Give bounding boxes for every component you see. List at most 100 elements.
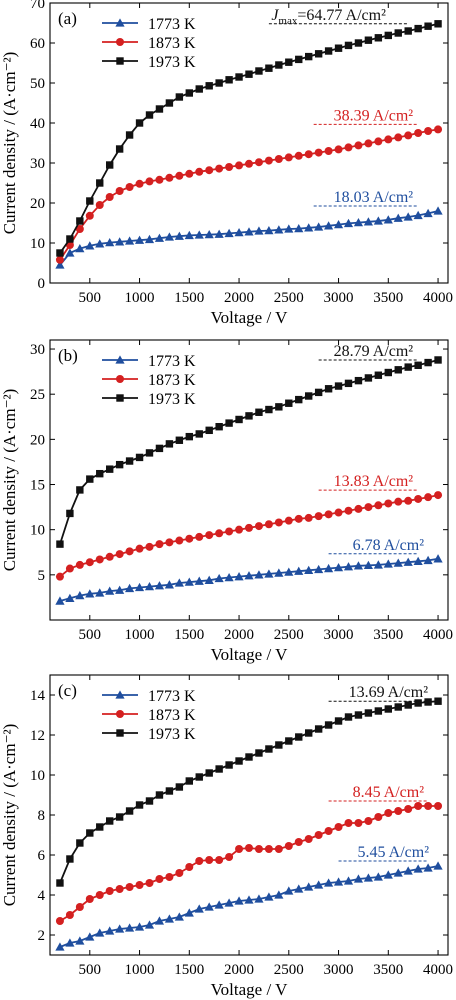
- legend: 1773 K 1873 K 1973 K: [102, 353, 196, 408]
- data-point: [264, 226, 274, 235]
- data-point: [235, 415, 243, 424]
- data-point: [225, 527, 234, 536]
- series-1773-k: [55, 861, 443, 951]
- data-point: [175, 436, 184, 444]
- data-point: [343, 562, 354, 571]
- legend-marker: [115, 355, 125, 364]
- data-point: [115, 145, 124, 153]
- y-tick-label: 20: [30, 432, 45, 448]
- data-point: [115, 813, 124, 821]
- data-point: [195, 773, 203, 781]
- data-point: [205, 82, 213, 90]
- chart-panel-b: 500 1000 1500 2000 2500 3000 3500 4000 5 10 15 20 25…: [0, 339, 453, 664]
- data-point: [165, 787, 174, 795]
- data-point: [165, 99, 174, 107]
- data-point: [284, 516, 293, 525]
- data-point: [274, 518, 283, 527]
- data-point: [214, 900, 224, 909]
- x-tick-label: 500: [79, 290, 102, 306]
- data-point: [245, 753, 253, 761]
- data-point: [225, 163, 234, 171]
- data-point: [105, 586, 115, 595]
- data-point: [85, 241, 95, 250]
- annotation-main: 18.03 A/cm²: [334, 189, 414, 206]
- y-tick-label: 25: [30, 387, 45, 403]
- data-point: [374, 371, 383, 379]
- data-point: [235, 73, 243, 81]
- y-axis-label: Current density / (A·cm⁻²): [0, 724, 19, 907]
- annotation-subscript: max: [278, 15, 297, 27]
- data-point: [374, 137, 383, 146]
- legend-marker: [116, 394, 124, 402]
- data-point: [165, 873, 174, 881]
- data-point: [195, 167, 204, 176]
- data-point: [135, 179, 144, 188]
- data-point: [393, 213, 403, 222]
- x-tick-label: 2500: [274, 290, 304, 306]
- data-point: [434, 125, 443, 134]
- annotation-main: 13.69 A/cm²: [349, 684, 429, 701]
- data-point: [224, 898, 234, 907]
- data-point: [185, 432, 193, 441]
- data-point: [434, 697, 442, 705]
- data-point: [55, 917, 64, 925]
- data-point: [424, 698, 432, 706]
- data-point: [294, 514, 303, 523]
- legend-marker: [116, 57, 124, 65]
- data-point: [165, 440, 174, 448]
- data-point: [304, 882, 314, 891]
- data-point: [115, 585, 125, 594]
- data-point: [324, 221, 334, 230]
- data-point: [344, 41, 353, 50]
- data-point: [155, 105, 164, 113]
- data-point: [75, 903, 84, 911]
- series-1973-k: [56, 697, 442, 887]
- data-point: [334, 382, 343, 390]
- data-point: [314, 50, 323, 58]
- data-point: [165, 538, 174, 547]
- data-point: [195, 857, 204, 865]
- y-tick-label: 10: [30, 236, 45, 252]
- data-point: [294, 566, 304, 575]
- data-point: [344, 143, 353, 152]
- data-point: [434, 20, 442, 28]
- data-point: [353, 874, 364, 883]
- legend-label: 1873 K: [148, 35, 196, 52]
- data-point: [225, 76, 233, 84]
- data-point: [314, 725, 323, 733]
- data-point: [374, 34, 383, 42]
- x-tick-label: 3000: [324, 627, 354, 643]
- data-point: [394, 497, 403, 506]
- data-point: [424, 127, 433, 135]
- panel-label: (c): [58, 681, 77, 700]
- legend-label: 1973 K: [148, 391, 196, 408]
- data-point: [205, 769, 213, 777]
- data-point: [115, 237, 125, 246]
- data-point: [125, 236, 135, 245]
- data-point: [175, 536, 184, 545]
- data-point: [324, 827, 333, 835]
- x-tick-label: 3000: [324, 290, 354, 306]
- data-point: [125, 807, 134, 815]
- data-point: [354, 504, 363, 513]
- data-point: [144, 920, 155, 929]
- data-point: [85, 211, 94, 220]
- data-point: [185, 169, 194, 178]
- y-tick-label: 2: [38, 928, 46, 944]
- data-point: [215, 856, 224, 864]
- data-point: [393, 868, 403, 877]
- data-point: [423, 208, 433, 218]
- max-annotation: 13.69 A/cm²: [328, 684, 429, 702]
- data-point: [264, 569, 274, 578]
- data-point: [75, 936, 85, 945]
- annotation-value: =64.77 A/cm²: [297, 7, 386, 24]
- x-axis-label: Voltage / V: [211, 645, 289, 664]
- x-tick-label: 1500: [174, 290, 204, 306]
- data-point: [175, 869, 184, 877]
- data-point: [384, 499, 393, 508]
- data-point: [403, 866, 413, 875]
- data-point: [354, 141, 363, 150]
- data-point: [194, 904, 204, 913]
- y-tick-label: 20: [30, 196, 45, 212]
